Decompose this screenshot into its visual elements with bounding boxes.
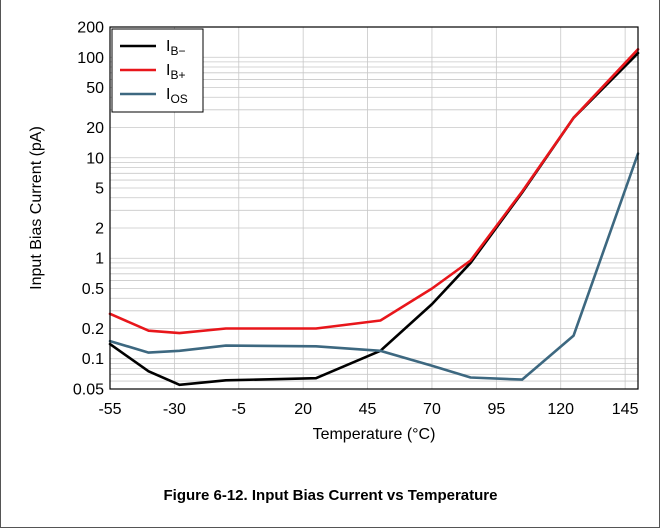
y-tick-label: 50	[86, 80, 104, 97]
y-tick-label: 100	[77, 50, 104, 67]
y-tick-label: 0.05	[73, 382, 104, 399]
x-axis-ticks: -55 -30 -5 20 45 70 95 120 145	[98, 401, 638, 418]
y-tick-label: 0.1	[82, 351, 104, 368]
x-tick-label: 145	[612, 401, 639, 418]
series-line-3	[108, 152, 640, 381]
y-tick-label: 200	[77, 20, 104, 37]
y-tick-label: 2	[95, 220, 104, 237]
y-axis-label: Input Bias Current (pA)	[28, 126, 45, 290]
x-tick-label: 70	[423, 401, 441, 418]
y-tick-label: 20	[86, 120, 104, 137]
series-line-2	[108, 47, 640, 335]
x-axis-label: Temperature (°C)	[313, 426, 436, 443]
y-tick-label: 0.5	[82, 281, 104, 298]
y-tick-label: 10	[86, 150, 104, 167]
x-tick-label: -55	[98, 401, 121, 418]
plot-area-border	[109, 26, 639, 390]
series-lines	[108, 47, 640, 387]
y-tick-label: 5	[95, 181, 104, 198]
x-tick-label: -30	[163, 401, 186, 418]
x-tick-label: 120	[547, 401, 574, 418]
y-tick-label: 0.2	[82, 321, 104, 338]
figure-caption: Figure 6-12. Input Bias Current vs Tempe…	[163, 487, 498, 504]
x-tick-label: 20	[294, 401, 312, 418]
y-axis-ticks: 0.05 0.1 0.2 0.5 1 2 5 10 20 50 100 200	[73, 20, 104, 399]
legend: IB−IB+IOS	[111, 28, 204, 113]
x-tick-label: -5	[232, 401, 246, 418]
y-tick-label: 1	[95, 251, 104, 268]
grid	[110, 27, 638, 389]
chart: 0.05 0.1 0.2 0.5 1 2 5 10 20 50 100 200 -55 -30 -5 20 4…	[28, 20, 640, 443]
x-tick-label: 95	[487, 401, 505, 418]
x-tick-label: 45	[359, 401, 377, 418]
